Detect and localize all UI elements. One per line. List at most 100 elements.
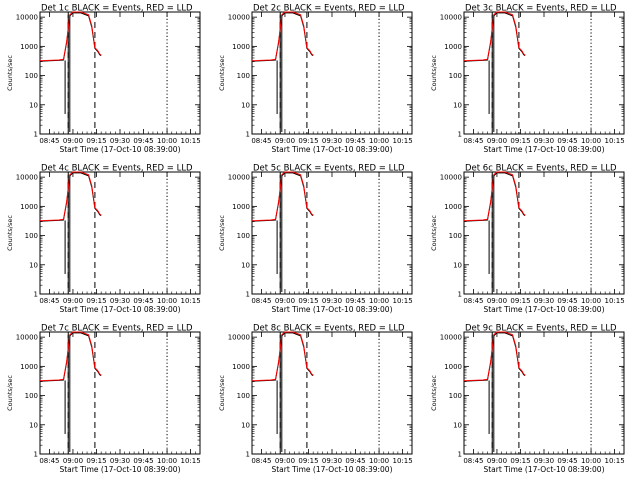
x-axis-title: Start Time (17-Oct-10 08:39:00) <box>271 145 392 154</box>
x-tick-label: 09:45 <box>345 137 365 145</box>
y-axis-title: Counts/sec <box>6 55 14 91</box>
x-tick-label: 08:45 <box>251 137 271 145</box>
panel-det-8: Det 8c BLACK = Events, RED = LLD 1 10 100 10… <box>218 324 413 475</box>
x-tick-label: 09:00 <box>275 297 295 305</box>
y-tick-label: 10000 <box>16 334 38 342</box>
x-tick-label: 09:45 <box>345 457 365 465</box>
events-series-line <box>251 332 314 382</box>
y-tick-label: 1000 <box>20 203 38 211</box>
y-axis-title: Counts/sec <box>6 375 14 411</box>
y-tick-label: 1000 <box>444 203 462 211</box>
events-series-line <box>251 12 314 62</box>
y-tick-label: 100 <box>25 72 38 80</box>
x-axis-title: Start Time (17-Oct-10 08:39:00) <box>59 145 180 154</box>
x-tick-label: 09:30 <box>322 297 342 305</box>
x-tick-label: 09:00 <box>63 137 83 145</box>
x-tick-label: 09:45 <box>133 297 153 305</box>
x-tick-label: 10:00 <box>157 457 177 465</box>
panel-det-6: Det 6c BLACK = Events, RED = LLD 1 10 100 10… <box>430 164 625 315</box>
x-axis-title: Start Time (17-Oct-10 08:39:00) <box>483 465 604 474</box>
x-tick-label: 09:15 <box>298 457 318 465</box>
x-tick-label: 08:45 <box>251 297 271 305</box>
x-tick-label: 10:15 <box>604 457 624 465</box>
x-tick-label: 10:00 <box>581 297 601 305</box>
plot-frame <box>39 11 201 135</box>
panel-title: Det 3c BLACK = Events, RED = LLD <box>465 4 617 14</box>
y-tick-label: 100 <box>25 232 38 240</box>
lld-series-line <box>463 11 526 62</box>
lld-series-line <box>463 171 526 222</box>
x-tick-label: 09:30 <box>110 297 130 305</box>
x-tick-label: 10:15 <box>604 297 624 305</box>
y-axis-title: Counts/sec <box>430 215 438 251</box>
lld-series-line <box>39 11 102 62</box>
x-axis-title: Start Time (17-Oct-10 08:39:00) <box>271 305 392 314</box>
x-tick-label: 08:45 <box>39 457 59 465</box>
x-tick-label: 09:30 <box>110 457 130 465</box>
y-tick-label: 100 <box>449 72 462 80</box>
x-tick-label: 09:15 <box>298 137 318 145</box>
x-tick-label: 09:00 <box>63 297 83 305</box>
y-tick-label: 10000 <box>16 174 38 182</box>
x-axis-title: Start Time (17-Oct-10 08:39:00) <box>271 465 392 474</box>
x-tick-label: 10:15 <box>392 457 412 465</box>
events-series-line <box>39 12 102 62</box>
panel-det-5: Det 5c BLACK = Events, RED = LLD 1 10 100 10… <box>218 164 413 315</box>
y-tick-label: 10 <box>29 261 38 269</box>
x-tick-label: 08:45 <box>463 297 483 305</box>
y-tick-label: 10000 <box>228 174 250 182</box>
y-tick-label: 10 <box>241 421 250 429</box>
x-tick-label: 09:00 <box>63 457 83 465</box>
panel-title: Det 2c BLACK = Events, RED = LLD <box>253 4 405 14</box>
y-tick-label: 10 <box>453 421 462 429</box>
plot-frame <box>251 11 413 135</box>
x-tick-label: 10:00 <box>157 137 177 145</box>
y-tick-label: 1 <box>34 451 38 459</box>
x-tick-label: 09:45 <box>557 457 577 465</box>
events-series-line <box>463 12 526 62</box>
events-series-line <box>463 172 526 222</box>
x-tick-label: 10:15 <box>392 297 412 305</box>
x-tick-label: 09:00 <box>487 457 507 465</box>
panel-det-2: Det 2c BLACK = Events, RED = LLD 1 10 100 10… <box>218 4 413 155</box>
y-tick-label: 100 <box>449 392 462 400</box>
y-tick-label: 10000 <box>440 334 462 342</box>
plot-frame <box>251 171 413 295</box>
events-series-line <box>39 332 102 382</box>
lld-series-line <box>39 171 102 222</box>
x-tick-label: 08:45 <box>39 137 59 145</box>
y-tick-label: 10 <box>29 421 38 429</box>
x-tick-label: 09:30 <box>322 457 342 465</box>
x-tick-label: 10:15 <box>180 457 200 465</box>
x-tick-label: 10:00 <box>369 457 389 465</box>
y-tick-label: 100 <box>237 392 250 400</box>
x-tick-label: 10:00 <box>369 297 389 305</box>
x-tick-label: 09:30 <box>534 137 554 145</box>
y-tick-label: 1000 <box>232 43 250 51</box>
y-tick-label: 10 <box>453 101 462 109</box>
y-tick-label: 100 <box>237 72 250 80</box>
y-tick-label: 10 <box>241 261 250 269</box>
y-axis-title: Counts/sec <box>430 55 438 91</box>
y-tick-label: 10 <box>453 261 462 269</box>
y-tick-label: 1000 <box>20 43 38 51</box>
panel-title: Det 8c BLACK = Events, RED = LLD <box>253 324 405 334</box>
x-tick-label: 09:45 <box>345 297 365 305</box>
panel-title: Det 4c BLACK = Events, RED = LLD <box>41 164 193 174</box>
y-tick-label: 1000 <box>20 363 38 371</box>
y-tick-label: 1 <box>246 451 250 459</box>
x-axis-title: Start Time (17-Oct-10 08:39:00) <box>59 465 180 474</box>
y-axis-title: Counts/sec <box>430 375 438 411</box>
plot-frame <box>463 171 625 295</box>
x-tick-label: 08:45 <box>39 297 59 305</box>
x-tick-label: 09:15 <box>86 297 106 305</box>
x-tick-label: 09:30 <box>534 457 554 465</box>
x-tick-label: 08:45 <box>251 457 271 465</box>
panel-title: Det 5c BLACK = Events, RED = LLD <box>253 164 405 174</box>
x-tick-label: 09:45 <box>557 297 577 305</box>
y-tick-label: 1000 <box>444 43 462 51</box>
y-tick-label: 1000 <box>232 203 250 211</box>
y-tick-label: 1 <box>246 291 250 299</box>
panel-det-9: Det 9c BLACK = Events, RED = LLD 1 10 100 10… <box>430 324 625 475</box>
